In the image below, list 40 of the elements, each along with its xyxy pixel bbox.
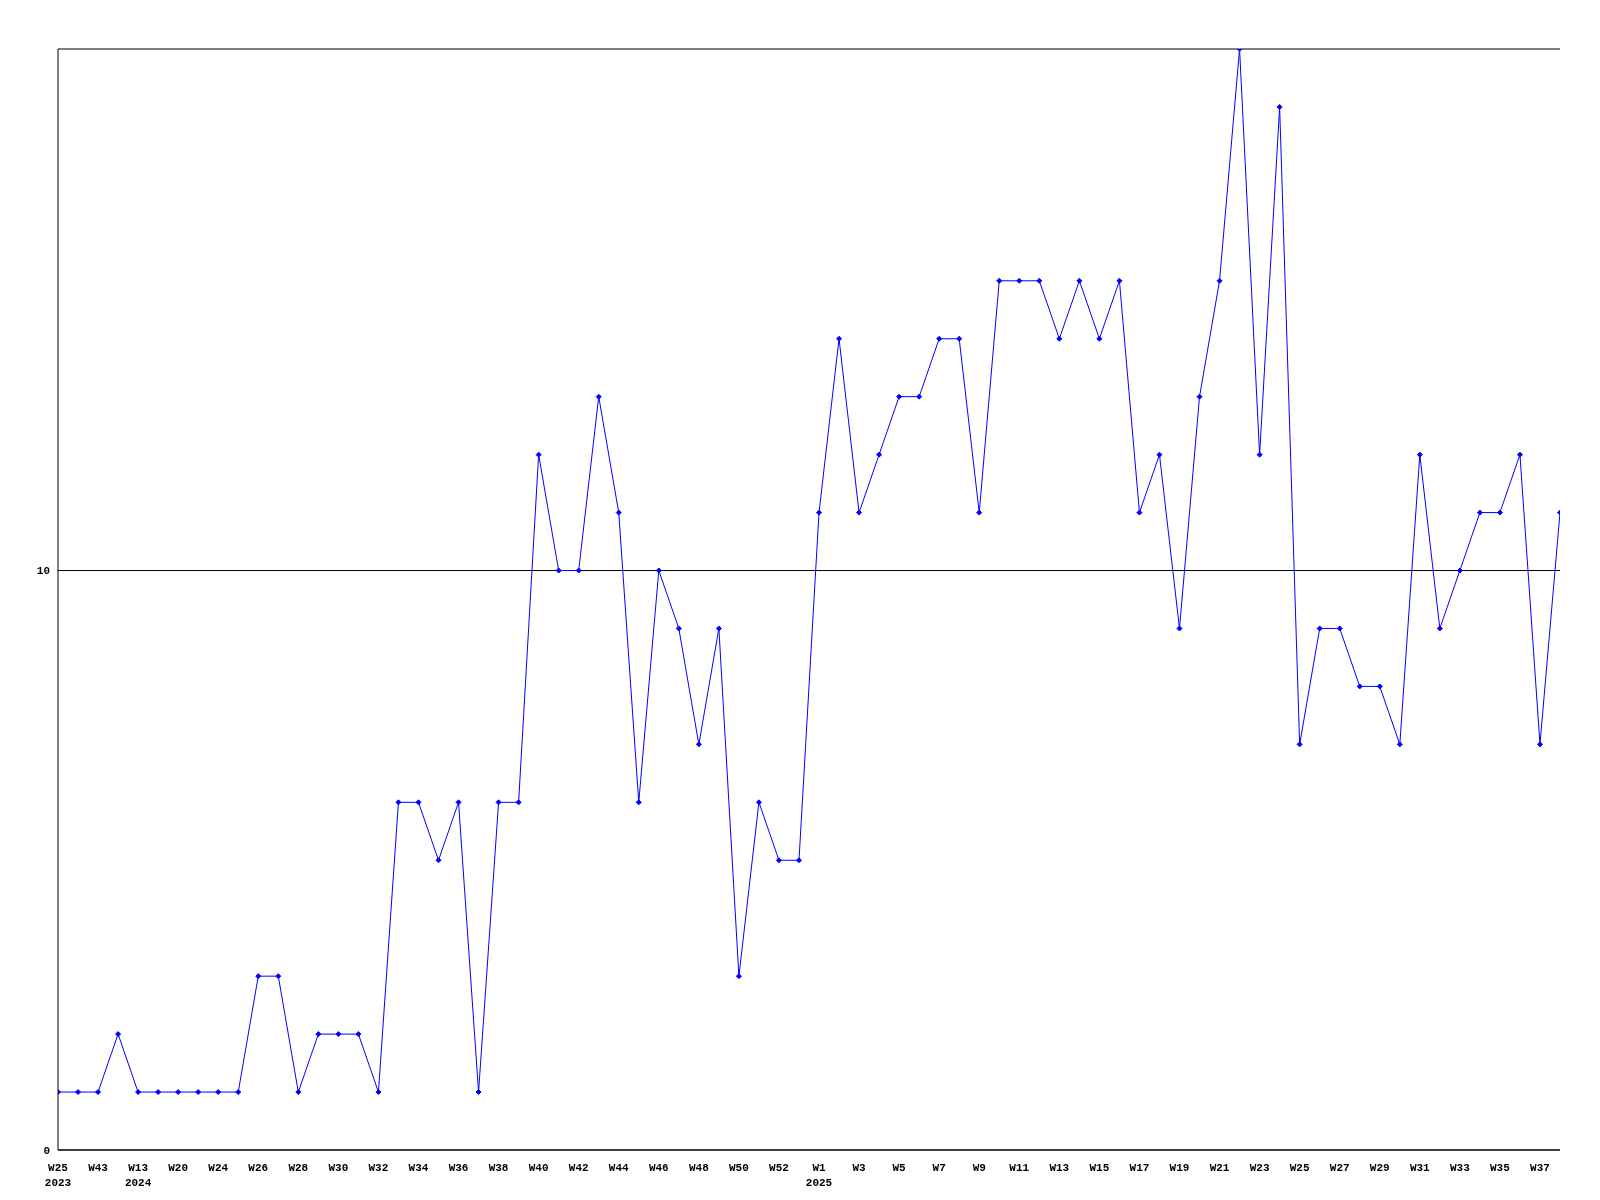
y-tick-label: 10 [36,565,50,578]
x-tick-label: W25 2023 [44,1162,72,1189]
x-tick-label: W50 [729,1162,749,1174]
x-tick-label: W25 [1289,1162,1310,1174]
x-tick-label: W36 [448,1162,469,1174]
x-tick-label: W20 [168,1162,189,1174]
x-tick-label: W13 2024 [124,1162,152,1189]
x-tick-label: W19 [1169,1162,1190,1174]
x-tick-label: W34 [408,1162,429,1174]
x-tick-label: W24 [208,1162,229,1174]
x-tick-label: W27 [1329,1162,1350,1174]
x-tick-label: W44 [608,1162,630,1174]
x-tick-label: W5 [892,1162,907,1174]
x-tick-label: W46 [648,1162,669,1174]
y-tick-label: 0 [43,1144,50,1157]
x-tick-label: W52 [769,1162,789,1174]
x-tick-label: W42 [568,1162,589,1174]
x-tick-label: W3 [852,1162,867,1174]
x-tick-label: W7 [932,1162,946,1174]
x-tick-label: W40 [528,1162,549,1174]
x-tick-label: W11 [1009,1162,1030,1174]
x-tick-label: W48 [688,1162,710,1174]
x-tick-label: W35 [1490,1162,1511,1174]
x-tick-label: W15 [1089,1162,1110,1174]
x-tick-label: W29 [1369,1162,1390,1174]
x-tick-label: W32 [368,1162,389,1174]
x-tick-label: W17 [1129,1162,1150,1174]
x-tick-label: W37 [1530,1162,1550,1174]
x-tick-label: W28 [288,1162,309,1174]
x-tick-label: W33 [1449,1162,1471,1174]
x-tick-label: W30 [328,1162,349,1174]
x-tick-label: W21 [1209,1162,1230,1174]
x-tick-label: W1 2025 [805,1162,833,1189]
x-tick-label: W31 [1409,1162,1431,1174]
x-tick-label: W26 [248,1162,269,1174]
x-tick-label: W23 [1249,1162,1270,1174]
x-tick-label: W9 [972,1162,986,1174]
x-tick-label: W13 [1049,1162,1070,1174]
x-tick-label: W38 [488,1162,509,1174]
x-tick-label: W43 [88,1162,109,1174]
